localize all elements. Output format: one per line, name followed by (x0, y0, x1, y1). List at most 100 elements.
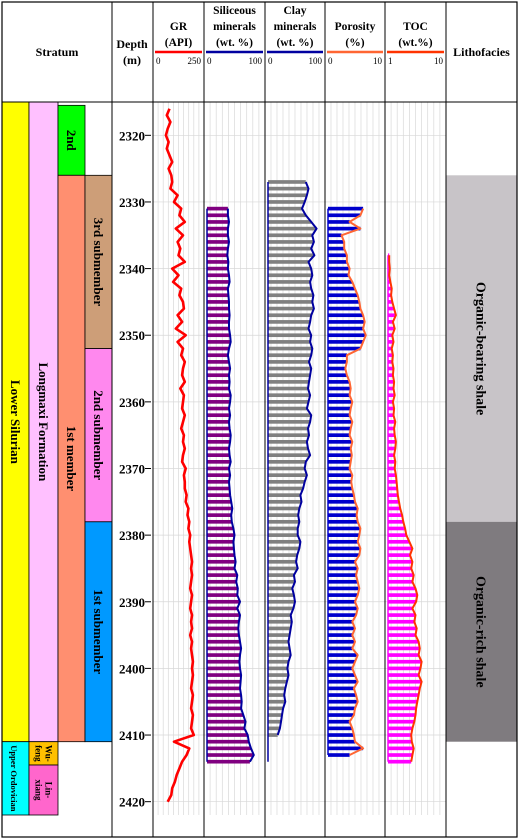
track-1-fill-bar (207, 626, 239, 631)
track-1-fill-bar (207, 373, 229, 378)
track-3-fill-bar (328, 579, 358, 584)
track-2-fill-bar (268, 180, 306, 184)
track-2-fill-bar (268, 246, 312, 251)
track-3-fill-bar (328, 420, 353, 424)
track-2-fill-bar (268, 473, 307, 477)
track-min-label-3: 0 (328, 56, 333, 66)
stratum-unit-label-part: xiang (34, 780, 44, 802)
track-1-fill-bar (207, 693, 242, 697)
track-4-fill-bar (388, 300, 393, 304)
depth-axis-label: Depth (116, 37, 148, 51)
track-1-fill-bar (207, 400, 231, 404)
track-2-fill-bar (268, 533, 298, 537)
depth-tick-label-1: 2330 (119, 195, 145, 210)
track-1-fill-bar (207, 426, 230, 431)
track-3-fill-bar (328, 566, 358, 571)
track-3-fill-bar (328, 306, 361, 311)
depth-tick-label-0: 2320 (119, 128, 145, 143)
track-4-fill-bar (388, 739, 412, 744)
track-4-fill-bar (388, 706, 417, 711)
stratum-unit-label-0: Lower Silurian (8, 380, 23, 465)
track-2-fill-bar (268, 606, 294, 611)
track-2-fill-bar (268, 380, 310, 384)
track-3-fill-bar (328, 326, 364, 331)
track-3-fill-bar (328, 293, 358, 298)
track-1-fill-bar (207, 313, 230, 318)
track-2-fill-bar (268, 186, 309, 191)
track-3-fill-bar (328, 713, 354, 717)
track-2-fill-bar (268, 479, 305, 484)
track-2-fill-bar (268, 426, 308, 431)
track-3-fill-bar (328, 260, 347, 264)
track-1-fill-bar (207, 413, 231, 418)
track-3-fill-bar (328, 273, 349, 278)
track-4-fill-bar (388, 526, 406, 531)
track-1-fill-bar (207, 473, 231, 477)
track-2-fill-bar (268, 726, 280, 731)
track-1-fill-bar (207, 759, 250, 764)
track-3-fill-bar (328, 633, 353, 637)
track-1-fill-bar (207, 699, 242, 704)
track-1-fill-bar (207, 446, 229, 451)
track-4-fill-bar (388, 686, 420, 691)
track-2-fill-bar (268, 573, 294, 577)
track-3-fill-bar (328, 733, 354, 737)
track-1-fill-bar (207, 486, 230, 491)
track-2-fill-bar (268, 220, 312, 224)
track-2-fill-bar (268, 619, 292, 624)
track-4-fill-bar (388, 340, 394, 344)
track-1-fill-bar (207, 220, 229, 224)
track-2-fill-bar (268, 693, 285, 697)
track-3-fill-bar (328, 440, 353, 444)
track-4-fill-bar (388, 426, 395, 431)
track-4-fill-bar (388, 753, 413, 757)
track-1-fill-bar (207, 346, 229, 351)
track-1-fill-bar (207, 326, 229, 331)
track-3-fill-bar (328, 206, 364, 211)
track-4-fill-bar (388, 326, 395, 331)
track-3-fill-bar (328, 459, 351, 464)
lithofacies-box-0 (446, 175, 517, 522)
track-1-fill-bar (207, 746, 251, 751)
track-4-fill-bar (388, 393, 395, 398)
track-1-fill-bar (207, 526, 234, 531)
track-3-fill-bar (328, 413, 350, 418)
track-2-fill-bar (268, 233, 313, 238)
track-4-fill-bar (388, 519, 404, 524)
track-1-fill-bar (207, 533, 235, 537)
track-3-fill-bar (328, 526, 361, 531)
track-3-fill-bar (328, 246, 345, 251)
track-3-fill-bar (328, 380, 350, 384)
track-3-fill-bar (328, 533, 360, 537)
track-1-fill-bar (207, 393, 231, 398)
depth-tick-label-2: 2340 (119, 262, 145, 277)
track-3-fill-bar (328, 479, 352, 484)
track-2-fill-bar (268, 446, 308, 451)
track-3-fill-bar (328, 353, 347, 358)
depth-axis-unit: (m) (123, 53, 141, 67)
track-4-fill-bar (388, 366, 394, 371)
stratum-unit-label-7: 3rd submember (91, 218, 106, 307)
track-4-fill-bar (388, 666, 421, 671)
track-2-fill-bar (268, 260, 309, 264)
track-3-fill-bar (328, 393, 350, 398)
track-1-fill-bar (207, 386, 229, 391)
track-2-fill-bar (268, 586, 293, 591)
lithofacies-header: Lithofacies (453, 45, 510, 59)
track-2-fill-bar (268, 266, 312, 271)
track-2-fill-bar (268, 633, 290, 637)
track-3-fill-bar (328, 220, 350, 224)
track-3-fill-bar (328, 253, 347, 258)
track-4-fill-bar (388, 633, 416, 637)
track-4-fill-bar (388, 486, 398, 491)
track-3-fill-bar (328, 666, 353, 671)
track-1-fill-bar (207, 353, 228, 358)
track-1-fill-bar (207, 719, 246, 724)
track-4-fill-bar (388, 446, 396, 451)
track-2-curve (276, 181, 318, 736)
track-4-fill-bar (388, 253, 390, 258)
track-title-2: Clay (284, 5, 307, 17)
track-2-fill-bar (268, 733, 278, 737)
track-2-fill-bar (268, 326, 309, 331)
